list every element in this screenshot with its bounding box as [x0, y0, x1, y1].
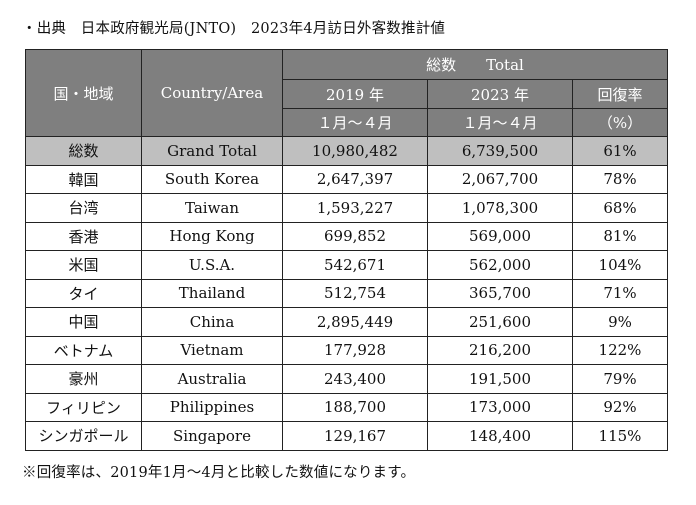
cell-region-jp: タイ — [25, 278, 142, 308]
cell-region-jp: 総数 — [25, 136, 142, 166]
footnote: ※回復率は、2019年1月～4月と比較した数値になります。 — [22, 465, 416, 481]
cell-2019: 129,167 — [282, 421, 428, 451]
cell-country-en: Thailand — [141, 278, 283, 308]
cell-2023: 2,067,700 — [427, 164, 573, 194]
cell-region-jp: 台湾 — [25, 193, 142, 223]
cell-2019: 542,671 — [282, 250, 428, 280]
cell-2023: 173,000 — [427, 392, 573, 422]
cell-recovery: 68% — [572, 193, 668, 223]
cell-2019: 512,754 — [282, 278, 428, 308]
table-row: タイ Thailand 512,754 365,700 71% — [25, 278, 668, 308]
cell-2023: 569,000 — [427, 221, 573, 251]
cell-recovery: 81% — [572, 221, 668, 251]
cell-2019: 1,593,227 — [282, 193, 428, 223]
header-recovery: 回復率 — [572, 79, 668, 109]
header-period-2019: １月～４月 — [282, 108, 428, 137]
cell-region-jp: シンガポール — [25, 421, 142, 451]
table-row: 中国 China 2,895,449 251,600 9% — [25, 307, 668, 337]
cell-2023: 148,400 — [427, 421, 573, 451]
cell-country-en: Vietnam — [141, 335, 283, 365]
cell-country-en: U.S.A. — [141, 250, 283, 280]
cell-recovery: 122% — [572, 335, 668, 365]
cell-region-jp: 中国 — [25, 307, 142, 337]
cell-2019: 699,852 — [282, 221, 428, 251]
table-row: フィリピン Philippines 188,700 173,000 92% — [25, 392, 668, 422]
cell-2023: 216,200 — [427, 335, 573, 365]
header-total: 総数 Total — [282, 49, 668, 80]
table-body: 総数 Grand Total 10,980,482 6,739,500 61% … — [25, 136, 668, 451]
header-recovery-unit: （%） — [572, 108, 668, 137]
cell-country-en: Taiwan — [141, 193, 283, 223]
cell-2023: 365,700 — [427, 278, 573, 308]
cell-2019: 2,895,449 — [282, 307, 428, 337]
visitor-table: 国・地域 Country/Area 総数 Total 2019 年 2023 年… — [25, 49, 668, 451]
cell-recovery: 9% — [572, 307, 668, 337]
cell-recovery: 104% — [572, 250, 668, 280]
header-period-2023: １月～４月 — [427, 108, 573, 137]
cell-country-en: Singapore — [141, 421, 283, 451]
cell-2019: 188,700 — [282, 392, 428, 422]
cell-recovery: 79% — [572, 364, 668, 394]
table-header: 国・地域 Country/Area 総数 Total 2019 年 2023 年… — [25, 49, 668, 137]
cell-recovery: 78% — [572, 164, 668, 194]
cell-recovery: 92% — [572, 392, 668, 422]
table-row: シンガポール Singapore 129,167 148,400 115% — [25, 421, 668, 451]
cell-country-en: Philippines — [141, 392, 283, 422]
cell-2023: 562,000 — [427, 250, 573, 280]
header-country-en: Country/Area — [141, 49, 283, 137]
source-line: ・出典 日本政府観光局(JNTO) 2023年4月訪日外客数推計値 — [22, 21, 446, 37]
cell-2023: 6,739,500 — [427, 136, 573, 166]
cell-region-jp: 米国 — [25, 250, 142, 280]
cell-2019: 177,928 — [282, 335, 428, 365]
cell-country-en: China — [141, 307, 283, 337]
table-row: 台湾 Taiwan 1,593,227 1,078,300 68% — [25, 193, 668, 223]
header-year-2023: 2023 年 — [427, 79, 573, 109]
cell-recovery: 61% — [572, 136, 668, 166]
cell-2019: 243,400 — [282, 364, 428, 394]
table-row: 香港 Hong Kong 699,852 569,000 81% — [25, 221, 668, 251]
cell-2023: 1,078,300 — [427, 193, 573, 223]
cell-region-jp: ベトナム — [25, 335, 142, 365]
cell-country-en: Hong Kong — [141, 221, 283, 251]
cell-2019: 2,647,397 — [282, 164, 428, 194]
cell-2019: 10,980,482 — [282, 136, 428, 166]
table-row: 韓国 South Korea 2,647,397 2,067,700 78% — [25, 164, 668, 194]
cell-recovery: 115% — [572, 421, 668, 451]
cell-region-jp: 韓国 — [25, 164, 142, 194]
cell-country-en: Australia — [141, 364, 283, 394]
cell-2023: 191,500 — [427, 364, 573, 394]
cell-country-en: South Korea — [141, 164, 283, 194]
cell-region-jp: フィリピン — [25, 392, 142, 422]
cell-recovery: 71% — [572, 278, 668, 308]
cell-region-jp: 豪州 — [25, 364, 142, 394]
table-row-total: 総数 Grand Total 10,980,482 6,739,500 61% — [25, 136, 668, 166]
header-region-jp: 国・地域 — [25, 49, 142, 137]
table-row: 豪州 Australia 243,400 191,500 79% — [25, 364, 668, 394]
table-row: 米国 U.S.A. 542,671 562,000 104% — [25, 250, 668, 280]
cell-region-jp: 香港 — [25, 221, 142, 251]
header-year-2019: 2019 年 — [282, 79, 428, 109]
table-row: ベトナム Vietnam 177,928 216,200 122% — [25, 335, 668, 365]
cell-country-en: Grand Total — [141, 136, 283, 166]
cell-2023: 251,600 — [427, 307, 573, 337]
